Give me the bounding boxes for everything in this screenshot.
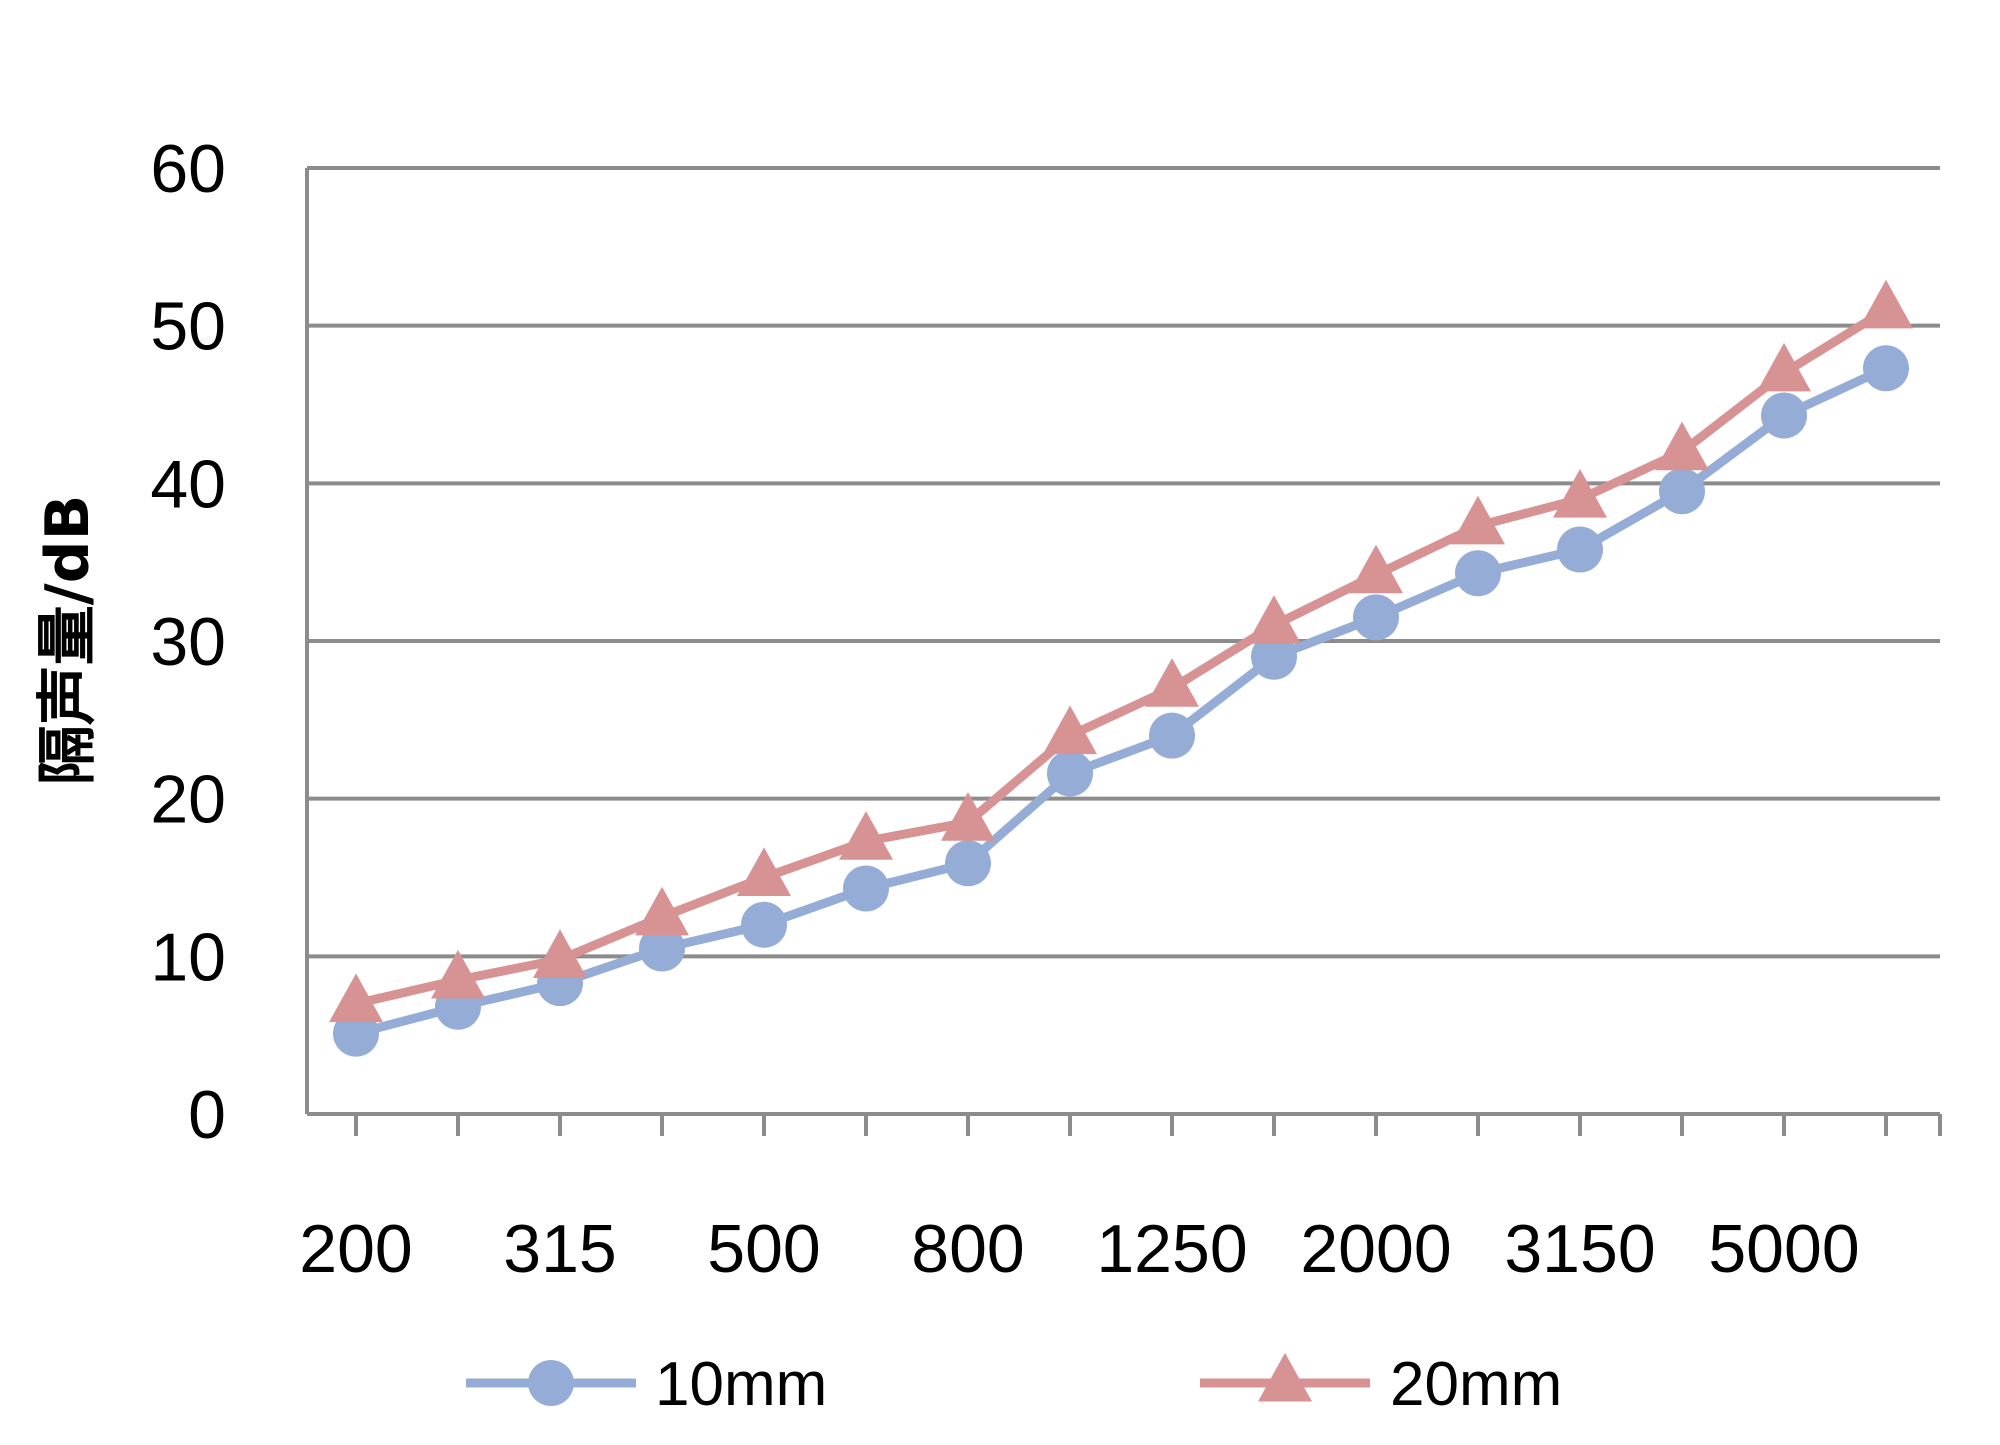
data-point (1451, 495, 1505, 545)
x-tick-label: 800 (911, 1211, 1024, 1287)
y-tick-label: 20 (150, 762, 226, 838)
legend-item-10mm: 10mm (466, 1350, 827, 1419)
data-point (1863, 345, 1909, 392)
data-point (741, 901, 787, 948)
data-point (1859, 279, 1913, 329)
data-point (431, 949, 485, 999)
axes (305, 168, 1942, 1136)
y-tick-label: 10 (150, 919, 226, 995)
data-point (1757, 342, 1811, 392)
y-tick-label: 30 (150, 604, 226, 680)
y-tick-label: 50 (150, 289, 226, 365)
data-point (941, 792, 995, 841)
data-point (1553, 468, 1607, 518)
data-point (1557, 526, 1603, 573)
data-point (1349, 544, 1403, 594)
x-tick-label: 200 (299, 1211, 412, 1287)
data-point (1761, 392, 1807, 439)
legend-marker (528, 1360, 574, 1406)
legend: 10mm 20mm (466, 1350, 1562, 1419)
x-tick-label: 315 (503, 1211, 616, 1287)
data-point (1149, 712, 1195, 759)
data-point (1251, 633, 1297, 680)
data-point (1353, 594, 1399, 641)
data-point (1455, 550, 1501, 597)
grid-lines (307, 166, 1940, 959)
data-point (1659, 468, 1705, 515)
data-point (1145, 658, 1199, 707)
data-point (839, 811, 893, 860)
data-point (1247, 595, 1301, 644)
data-point (1655, 421, 1709, 471)
data-point (533, 929, 587, 978)
legend-marker (1258, 1352, 1312, 1402)
legend-label: 10mm (655, 1350, 827, 1419)
x-tick-label: 3150 (1504, 1211, 1655, 1287)
x-tick-label: 1250 (1096, 1211, 1247, 1287)
series-group (329, 279, 1913, 1057)
x-tick-labels: 200 315 500 800 1250 2000 3150 5000 (299, 1211, 1859, 1287)
data-point (843, 865, 889, 912)
y-tick-label: 40 (150, 446, 226, 522)
data-point (1047, 750, 1093, 797)
series-line (354, 364, 1888, 1038)
data-point (945, 840, 991, 887)
y-tick-labels: 0 10 20 30 40 50 60 (150, 131, 226, 1153)
y-tick-label: 0 (188, 1077, 226, 1153)
y-tick-label: 60 (150, 131, 226, 207)
series-line (354, 306, 1889, 1009)
x-tick-label: 500 (707, 1211, 820, 1287)
series-10mm (333, 345, 1909, 1057)
data-point (737, 847, 791, 896)
y-axis-label: 隔声量/dB (33, 495, 103, 786)
data-point (635, 886, 689, 936)
data-point (1043, 705, 1097, 755)
x-tick-label: 5000 (1708, 1211, 1859, 1287)
data-point (329, 973, 383, 1023)
legend-item-20mm: 20mm (1200, 1350, 1562, 1419)
x-tick-label: 2000 (1300, 1211, 1451, 1287)
data-point (639, 925, 685, 972)
legend-label: 20mm (1390, 1350, 1562, 1419)
series-20mm (329, 279, 1913, 1023)
